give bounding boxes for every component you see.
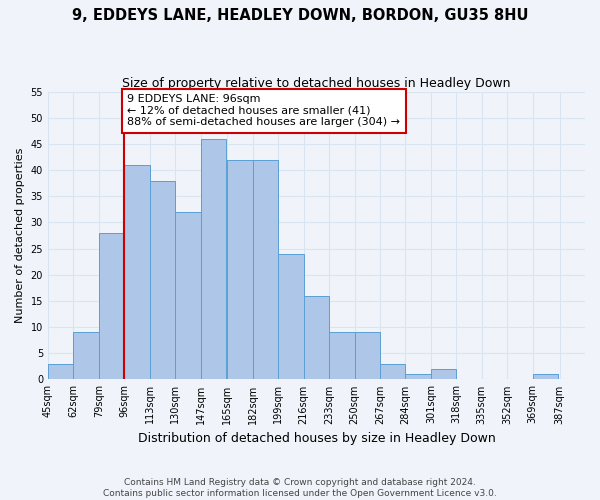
Title: Size of property relative to detached houses in Headley Down: Size of property relative to detached ho… (122, 78, 511, 90)
Bar (48, 364, 73, 380)
Text: 9 EDDEYS LANE: 96sqm
← 12% of detached houses are smaller (41)
88% of semi-detac: 9 EDDEYS LANE: 96sqm ← 12% of detached h… (127, 94, 400, 128)
Bar (73, 332, 99, 380)
Bar (380, 364, 406, 380)
Bar (149, 180, 175, 380)
Bar (431, 369, 457, 380)
Bar (406, 374, 431, 380)
Text: 9, EDDEYS LANE, HEADLEY DOWN, BORDON, GU35 8HU: 9, EDDEYS LANE, HEADLEY DOWN, BORDON, GU… (72, 8, 528, 22)
Bar (278, 254, 304, 380)
Bar (253, 160, 278, 380)
Y-axis label: Number of detached properties: Number of detached properties (15, 148, 25, 323)
Bar (227, 160, 253, 380)
Bar (304, 296, 329, 380)
Bar (99, 233, 124, 380)
Bar (533, 374, 558, 380)
Bar (124, 165, 149, 380)
Bar (175, 212, 200, 380)
Text: Contains HM Land Registry data © Crown copyright and database right 2024.
Contai: Contains HM Land Registry data © Crown c… (103, 478, 497, 498)
Bar (355, 332, 380, 380)
Bar (200, 139, 226, 380)
X-axis label: Distribution of detached houses by size in Headley Down: Distribution of detached houses by size … (137, 432, 496, 445)
Bar (329, 332, 355, 380)
